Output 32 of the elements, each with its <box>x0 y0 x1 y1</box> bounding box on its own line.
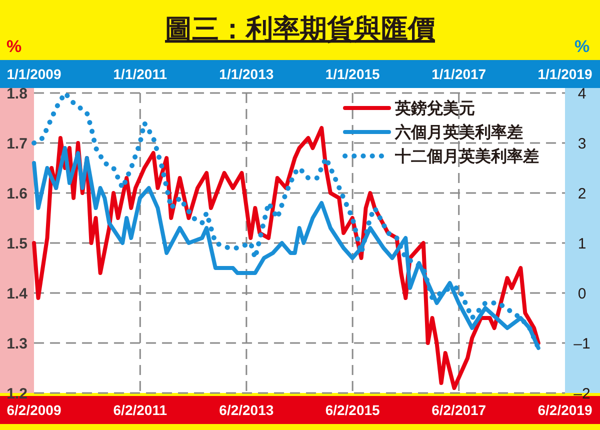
y-tick-label: 1.8 <box>6 85 28 102</box>
y-axis-title: % <box>6 37 22 56</box>
y2-tick-label: –1 <box>574 335 590 352</box>
y-tick-label: 1.7 <box>6 135 28 152</box>
legend-label: 英鎊兌美元 <box>394 98 475 118</box>
x-tick-label: 6/2/2017 <box>432 402 486 418</box>
y-tick-label: 1.6 <box>6 185 28 202</box>
y-tick-label: 1.3 <box>6 335 28 352</box>
y2-tick-label: 2 <box>578 185 586 202</box>
y-tick-label: 1.4 <box>6 285 28 302</box>
chart-title: 圖三：利率期貨與匯價 <box>165 14 436 44</box>
y-tick-label: 1.2 <box>6 385 28 402</box>
legend-label: 十二個月英美利率差 <box>394 146 539 166</box>
x-tick-label: 6/2/2019 <box>538 402 592 418</box>
y-tick-label: 1.5 <box>6 235 28 252</box>
x2-tick-label: 1/1/2013 <box>219 66 274 82</box>
y2-axis-title: % <box>574 37 590 56</box>
x2-tick-label: 1/1/2019 <box>538 66 592 82</box>
x-tick-label: 6/2/2015 <box>325 402 380 418</box>
x-tick-label: 6/2/2013 <box>219 402 274 418</box>
x2-tick-label: 1/1/2015 <box>325 66 380 82</box>
x2-tick-label: 1/1/2011 <box>113 66 168 82</box>
y2-tick-label: 0 <box>578 285 586 302</box>
y2-tick-label: 3 <box>578 135 586 152</box>
x-tick-label: 6/2/2009 <box>6 402 62 418</box>
x-tick-label: 6/2/2011 <box>113 402 168 418</box>
y2-tick-label: 4 <box>578 85 586 102</box>
x2-tick-label: 1/1/2009 <box>6 66 62 82</box>
legend-label: 六個月英美利率差 <box>394 122 523 142</box>
y2-tick-label: 1 <box>578 235 586 252</box>
x2-tick-label: 1/1/2017 <box>432 66 486 82</box>
y2-tick-label: –2 <box>574 385 590 402</box>
